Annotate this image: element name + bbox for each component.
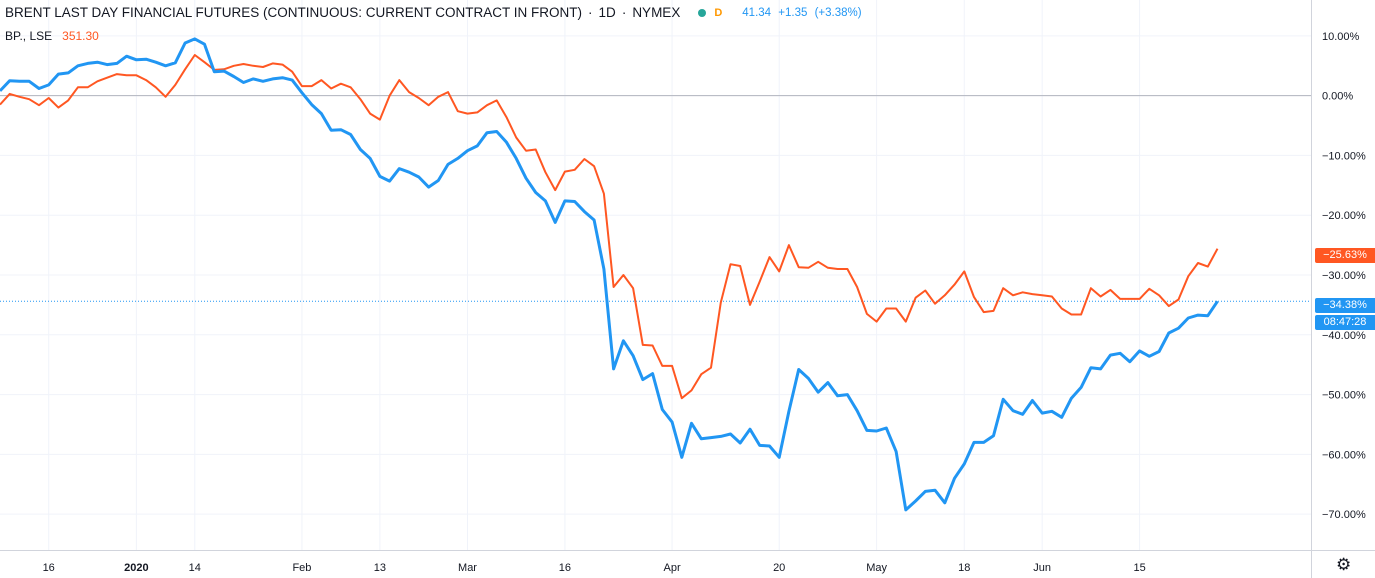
series-line-bp <box>0 54 1219 400</box>
y-tick-label: −10.00% <box>1322 150 1366 162</box>
x-tick-label: Apr <box>663 562 680 574</box>
compare-symbol[interactable]: BP., LSE <box>5 29 53 43</box>
interval-label: 1D <box>598 5 616 20</box>
compare-series-legend[interactable]: BP., LSE 351.30 <box>5 29 99 43</box>
x-tick-label: 2020 <box>124 562 148 574</box>
x-tick-label: Mar <box>458 562 477 574</box>
compare-last-price: 351.30 <box>62 29 99 43</box>
x-tick-label: May <box>866 562 887 574</box>
y-tick-label: 0.00% <box>1322 91 1353 103</box>
symbol-title[interactable]: BRENT LAST DAY FINANCIAL FUTURES (CONTIN… <box>5 5 583 20</box>
y-tick-label: −30.00% <box>1322 270 1366 282</box>
x-tick-label: 20 <box>773 562 785 574</box>
delayed-data-badge[interactable]: D <box>714 6 723 19</box>
legend-separator: · <box>621 5 627 20</box>
market-status-dot-icon <box>698 8 707 17</box>
time-axis[interactable]: 16 2020 14 Feb 13 Mar 16 Apr 20 May 18 Jun 15 <box>43 562 1146 574</box>
y-tick-label: −20.00% <box>1322 210 1366 222</box>
y-tick-label: −40.00% <box>1322 330 1366 342</box>
last-price: 41.34 <box>742 6 772 19</box>
legend-separator: · <box>588 5 593 20</box>
price-change-percent: (+3.38%) <box>814 6 862 19</box>
x-tick-label: 16 <box>559 562 571 574</box>
x-tick-label: 13 <box>374 562 386 574</box>
brent-percent-tag: −34.38% <box>1315 298 1375 313</box>
y-tick-label: 10.00% <box>1322 31 1360 43</box>
series-line-brent <box>0 37 1219 512</box>
gear-icon[interactable]: ⚙ <box>1336 555 1352 574</box>
x-tick-label: Feb <box>292 562 311 574</box>
main-series-legend[interactable]: BRENT LAST DAY FINANCIAL FUTURES (CONTIN… <box>5 5 866 20</box>
bp-percent-tag: −25.63% <box>1315 248 1375 263</box>
x-tick-label: 18 <box>958 562 970 574</box>
exchange-label: NYMEX <box>632 5 681 20</box>
x-tick-label: 16 <box>43 562 55 574</box>
grid-lines <box>0 0 1311 550</box>
last-values: 41.34 +1.35 (+3.38%) <box>742 7 865 19</box>
y-tick-label: −70.00% <box>1322 509 1366 521</box>
x-tick-label: 14 <box>189 562 201 574</box>
price-change: +1.35 <box>778 6 808 19</box>
y-tick-label: −60.00% <box>1322 449 1366 461</box>
x-tick-label: 15 <box>1133 562 1145 574</box>
price-axis[interactable]: 10.00% 0.00% −10.00% −20.00% −30.00% −40.00% −… <box>1322 31 1366 521</box>
bar-countdown-tag: 08:47:28 <box>1315 315 1375 330</box>
y-tick-label: −50.00% <box>1322 390 1366 402</box>
x-tick-label: Jun <box>1033 562 1051 574</box>
